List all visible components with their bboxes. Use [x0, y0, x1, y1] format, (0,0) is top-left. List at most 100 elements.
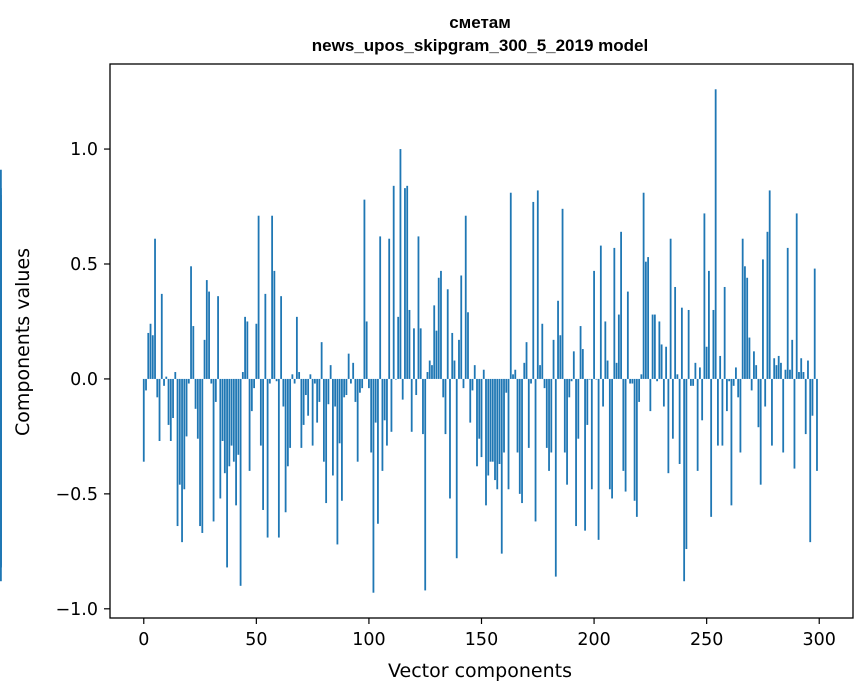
bar-83	[329, 365, 332, 379]
bar-182	[552, 339, 555, 379]
bar-82	[327, 378, 330, 405]
bar-134	[444, 378, 447, 435]
bar-273	[757, 378, 760, 428]
bar-52	[259, 378, 262, 446]
bar-103	[374, 378, 377, 423]
bar-107	[383, 378, 386, 421]
bar-18	[183, 378, 186, 490]
bar-214	[624, 378, 627, 492]
bar-100	[368, 378, 370, 389]
bar-98	[363, 199, 366, 379]
bar-39	[230, 378, 233, 446]
bar-41	[235, 378, 237, 506]
bar-53	[262, 378, 264, 510]
bar-298	[813, 268, 816, 379]
bar-64	[286, 378, 289, 467]
bar-244	[692, 378, 695, 386]
bar-154	[489, 378, 492, 462]
bar-153	[487, 378, 490, 476]
bar-205	[604, 321, 607, 379]
bar-140	[458, 339, 460, 379]
bar-24	[196, 378, 199, 439]
bar-109	[388, 238, 391, 379]
bar-258	[723, 286, 726, 379]
bar-21	[190, 266, 192, 379]
bar-9	[163, 378, 165, 386]
bar-17	[181, 378, 183, 543]
bar-5	[154, 238, 156, 379]
bar-183	[554, 378, 557, 577]
bar-29	[208, 291, 210, 379]
bar-130	[435, 330, 438, 379]
bar-253	[712, 309, 715, 379]
bar-26	[201, 378, 204, 533]
bar-292	[800, 358, 803, 379]
bar-2	[147, 332, 150, 379]
bar-248	[701, 378, 704, 421]
bar-155	[491, 378, 494, 462]
bar-162	[507, 378, 510, 490]
bar-288	[791, 339, 794, 379]
bar-33	[217, 296, 219, 379]
bar-45	[244, 316, 246, 379]
bar-144	[467, 312, 469, 379]
bar-299	[816, 378, 818, 471]
bar-106	[381, 378, 384, 471]
bar-197	[586, 378, 589, 425]
bar-97	[361, 378, 364, 389]
bar-1	[145, 378, 147, 391]
bar-59	[275, 378, 278, 382]
bar-123	[419, 328, 422, 379]
bar-220	[638, 378, 641, 402]
bar-47	[248, 378, 251, 471]
bar-135	[446, 289, 449, 379]
bar-120	[413, 328, 415, 379]
bar-136	[449, 378, 451, 499]
bar-40	[232, 378, 235, 462]
bar-129	[433, 305, 436, 379]
bar-8	[160, 293, 163, 379]
bar-131	[437, 277, 440, 379]
bar-132	[440, 270, 442, 379]
bar-232	[665, 346, 668, 379]
bar-6	[156, 378, 159, 398]
bar-141	[460, 275, 463, 379]
bar-213	[622, 378, 625, 471]
bar-90	[345, 378, 348, 396]
bar-88	[341, 378, 343, 501]
bar-73	[307, 378, 310, 416]
bar-184	[557, 300, 559, 379]
bar-201	[595, 378, 598, 380]
bar-156	[494, 378, 496, 481]
bar-62	[282, 378, 285, 407]
bar-217	[631, 378, 634, 384]
bar-54	[264, 293, 267, 379]
bar-275	[762, 259, 764, 379]
bar-126	[426, 372, 429, 379]
bar-260	[728, 378, 731, 382]
bar-50	[255, 323, 258, 379]
bar-15	[176, 378, 179, 527]
bar-66	[291, 374, 294, 379]
bar-191	[572, 351, 575, 379]
bar-245	[694, 362, 697, 379]
bar-60	[277, 378, 280, 538]
bar-28	[205, 280, 208, 379]
bar-286	[786, 247, 789, 379]
bar-19	[185, 378, 188, 437]
bar-48	[250, 378, 253, 412]
bar-295	[807, 360, 809, 379]
bar-235	[671, 378, 674, 439]
bar-222	[642, 192, 645, 379]
bar-239	[680, 307, 683, 379]
bar-undefined	[0, 378, 2, 536]
bar-160	[503, 378, 505, 453]
bar-27	[203, 339, 206, 379]
bar-270	[750, 378, 753, 391]
bar-168	[521, 378, 523, 504]
bar-269	[748, 337, 751, 379]
bar-233	[667, 378, 670, 474]
bar-121	[415, 378, 418, 396]
bar-261	[730, 378, 733, 506]
bar-115	[401, 378, 404, 400]
